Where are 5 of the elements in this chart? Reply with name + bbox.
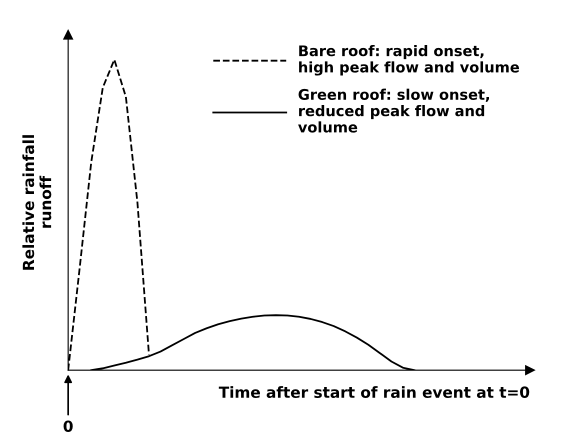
x-axis-title: Time after start of rain event at t=0	[218, 386, 530, 398]
text: 0	[64, 420, 73, 432]
legend-label: Green roof: slow onset, reduced peak flow and volume	[298, 88, 489, 133]
y-axis-title: Relative rainfall runoff	[22, 135, 52, 270]
legend-label: Bare roof: rapid onset, high peak flow and volume	[299, 44, 520, 76]
